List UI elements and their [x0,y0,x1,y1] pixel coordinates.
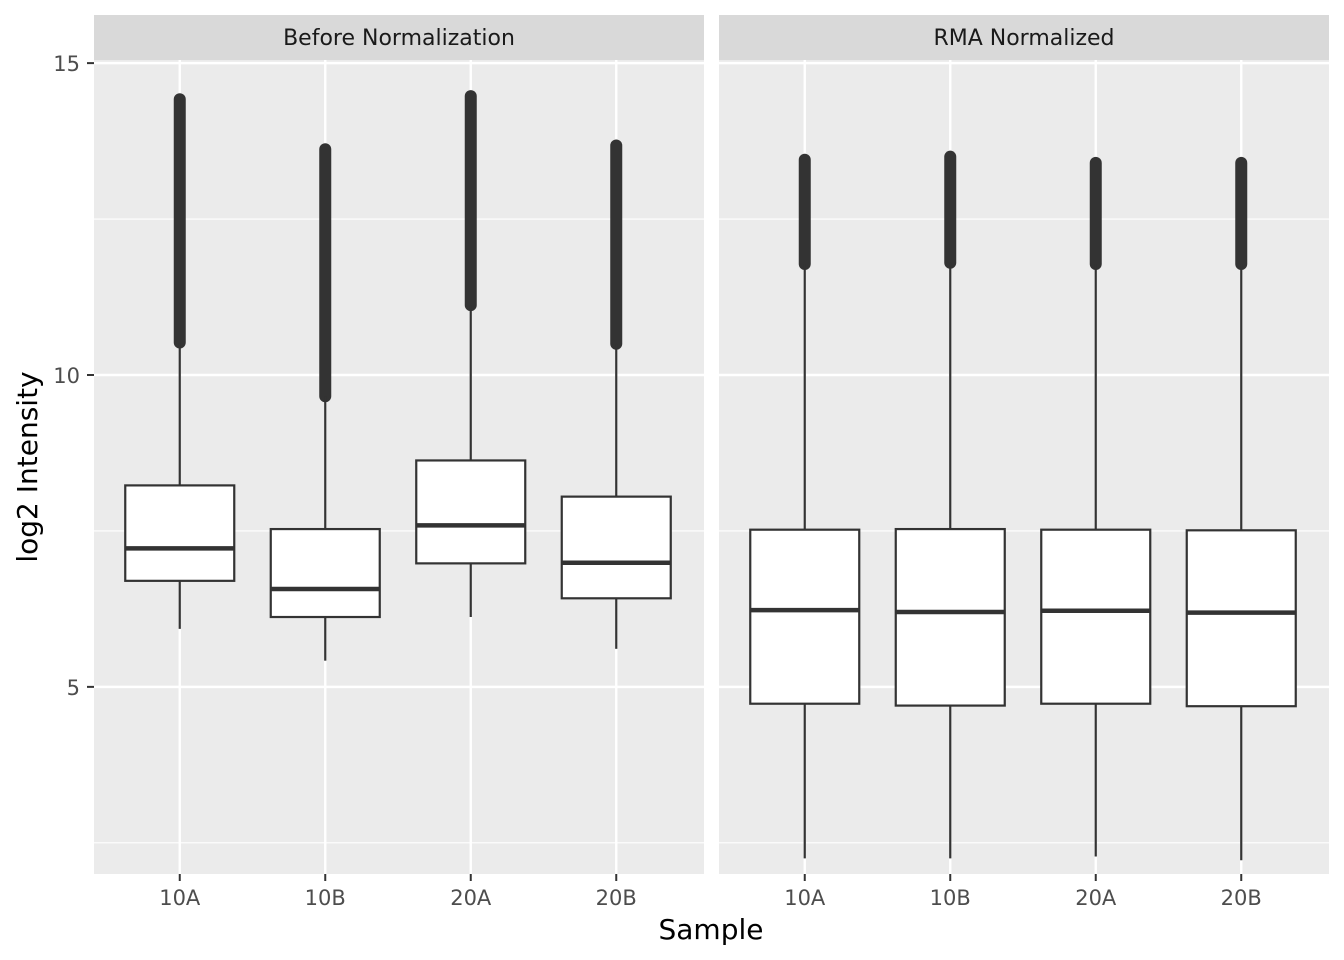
box-20B [1185,156,1297,861]
box-10B [894,150,1006,859]
y-tick-label: 10 [53,364,80,388]
box-iqr [415,459,527,565]
x-tick-label: 20A [1075,886,1117,910]
x-tick-label: 10B [930,886,971,910]
x-tick-label: 20B [596,886,637,910]
facet-strip [94,15,704,60]
box-iqr [894,527,1006,707]
y-tick-label: 15 [53,52,80,76]
facet-panel-1: Before Normalization 10A 10B 20A 20B [94,15,704,910]
box-10A [124,93,236,629]
box-20A [1040,156,1152,857]
box-iqr [749,528,861,705]
box-iqr [1040,528,1152,705]
y-tick-label: 5 [67,676,80,700]
facet-panel-2: RMA Normalized 10A 10B 20A 20B [719,15,1329,910]
y-axis-title: log2 Intensity [11,371,44,562]
panel-background [94,60,704,874]
x-tick-label: 20A [450,886,492,910]
x-tick-label: 10A [159,886,201,910]
facet-strip-label: RMA Normalized [933,26,1114,51]
box-iqr [1185,529,1297,708]
facet-strip [719,15,1329,60]
box-iqr [124,484,236,582]
x-tick-label: 10A [784,886,826,910]
x-tick-label: 20B [1221,886,1262,910]
box-20A [415,90,527,618]
box-10A [749,153,861,859]
box-10B [269,143,381,661]
y-axis: 5 10 15 [53,52,94,700]
box-iqr [560,495,672,600]
facet-strip-label: Before Normalization [283,26,515,51]
panel-background [719,60,1329,874]
box-20B [560,139,672,649]
box-iqr [269,527,381,619]
x-tick-label: 10B [305,886,346,910]
x-axis-title: Sample [659,913,764,946]
